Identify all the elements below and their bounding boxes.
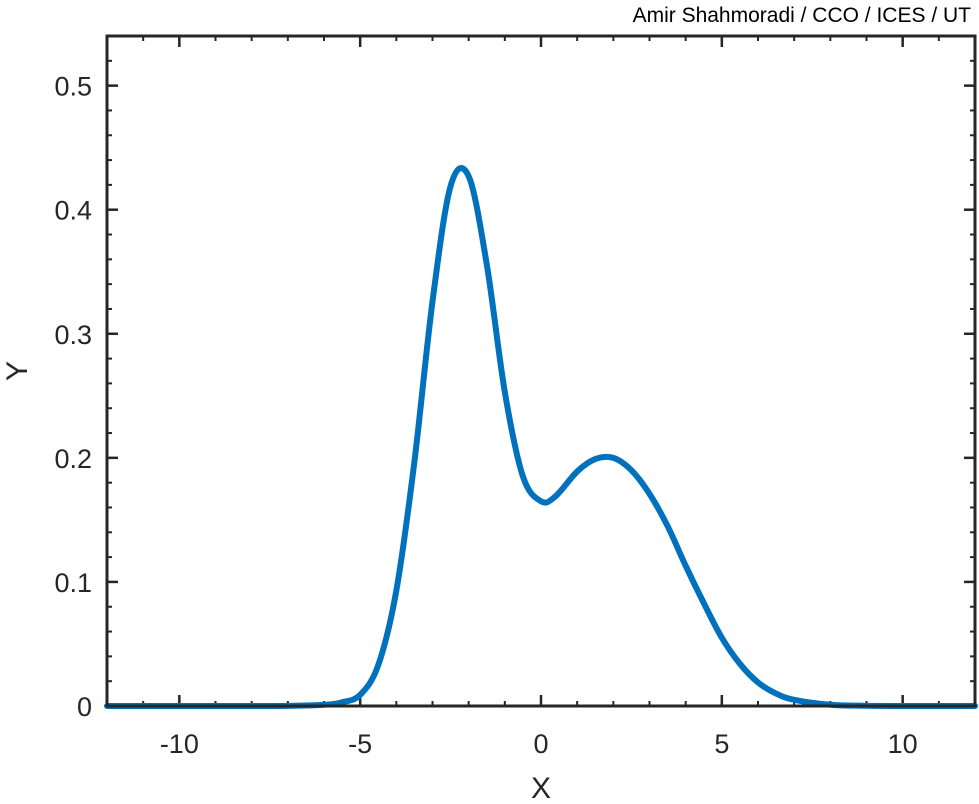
y-tick-label: 0.3 bbox=[54, 320, 92, 350]
y-tick-label: 0 bbox=[77, 692, 92, 722]
x-tick-label: 0 bbox=[533, 729, 548, 759]
y-axis-title: Y bbox=[1, 361, 34, 381]
y-tick-label: 0.4 bbox=[54, 196, 92, 226]
series-line bbox=[104, 165, 978, 710]
x-axis-title: X bbox=[531, 772, 551, 804]
y-tick-label: 0.2 bbox=[54, 444, 92, 474]
major-ticks bbox=[107, 36, 975, 708]
x-tick-labels: -10 -5 0 5 10 bbox=[160, 729, 918, 759]
minor-ticks bbox=[106, 35, 976, 707]
credit-text: Amir Shahmoradi / CCO / ICES / UT bbox=[633, 4, 972, 27]
series-layer bbox=[104, 165, 978, 710]
x-tick-label: 5 bbox=[714, 729, 729, 759]
y-tick-label: 0.1 bbox=[54, 568, 92, 598]
plot-box bbox=[105, 34, 977, 708]
y-tick-label: 0.5 bbox=[54, 72, 92, 102]
x-tick-label: -10 bbox=[160, 729, 199, 759]
x-tick-label: 10 bbox=[888, 729, 918, 759]
x-tick-label: -5 bbox=[348, 729, 372, 759]
y-tick-labels: 0 0.1 0.2 0.3 0.4 0.5 bbox=[54, 72, 92, 722]
